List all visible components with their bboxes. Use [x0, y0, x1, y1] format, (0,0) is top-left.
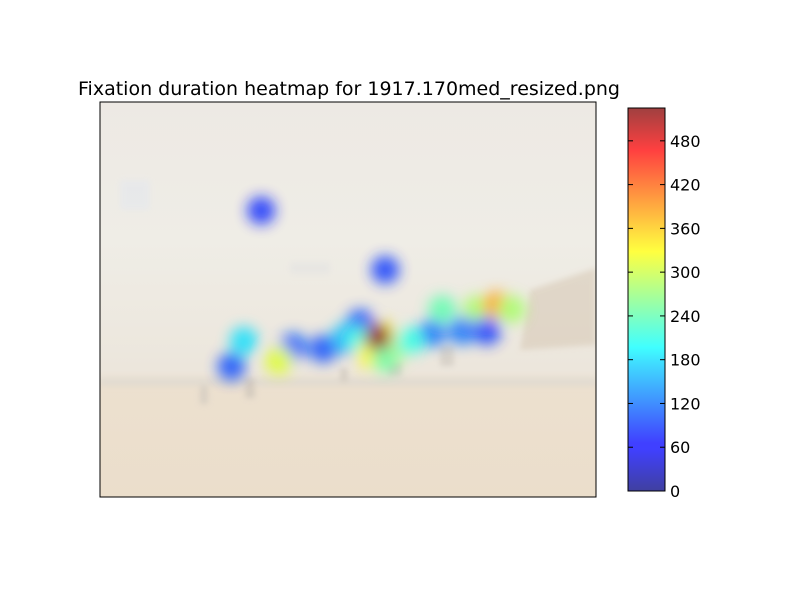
heat-point-9: [217, 352, 246, 381]
colorbar-tick-label-7: 420: [670, 176, 701, 195]
plot-frame: [99, 101, 597, 498]
heat-point-6: [264, 346, 293, 375]
colorbar-tick-label-0: 0: [670, 482, 680, 501]
heat-point-1: [371, 255, 400, 284]
heat-point-23: [497, 295, 526, 324]
colorbar-tick-label-4: 240: [670, 307, 701, 326]
heat-point-5: [309, 334, 338, 363]
heat-point-3: [229, 326, 258, 355]
heat-point-13: [418, 319, 447, 348]
heat-point-24: [448, 317, 477, 346]
plot-area: [100, 102, 596, 497]
colorbar-tick-label-6: 360: [670, 219, 701, 238]
heat-point-18: [396, 326, 424, 355]
colorbar-tick-label-3: 180: [670, 351, 701, 370]
chart-title: Fixation duration heatmap for 1917.170me…: [78, 78, 620, 100]
colorbar-frame: [627, 107, 666, 492]
heat-point-17: [363, 323, 392, 352]
colorbar-tick-label-8: 480: [670, 132, 701, 151]
heat-point-0: [247, 196, 276, 225]
heat-point-25: [472, 317, 501, 346]
colorbar-tick-label-2: 120: [670, 394, 701, 413]
heat-point-20: [428, 295, 457, 324]
colorbar: 0 60 120 180 240 300 360 420 480: [627, 107, 701, 501]
heat-point-16: [371, 344, 400, 373]
colorbar-tick-label-5: 300: [670, 263, 701, 282]
heat-layer: [217, 196, 526, 381]
colorbar-ticks: 0 60 120 180 240 300 360 420 480: [628, 132, 701, 501]
colorbar-gradient: [628, 108, 665, 491]
colorbar-tick-label-1: 60: [670, 438, 690, 457]
